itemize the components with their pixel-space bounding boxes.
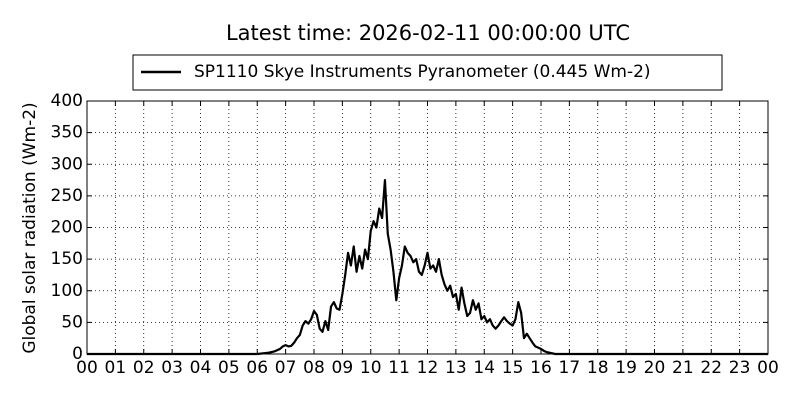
legend-label: SP1110 Skye Instruments Pyranometer (0.4…	[194, 62, 651, 82]
data-line	[87, 178, 768, 356]
x-tick-label: 01	[105, 358, 127, 378]
x-tick-label: 14	[473, 358, 495, 378]
y-tick-label: 100	[51, 281, 83, 301]
x-tick-label: 19	[615, 358, 637, 378]
x-tick-label: 10	[360, 358, 382, 378]
x-tick-label: 05	[218, 358, 240, 378]
x-tick-label: 11	[388, 358, 410, 378]
x-tick-label: 00	[757, 358, 779, 378]
x-tick-label: 22	[700, 358, 722, 378]
x-tick-label: 09	[332, 358, 354, 378]
y-tick-label: 350	[51, 123, 83, 143]
x-tick-label: 03	[161, 358, 183, 378]
x-tick-label: 12	[417, 358, 439, 378]
y-tick-label: 200	[51, 218, 83, 238]
x-tick-label: 13	[445, 358, 467, 378]
y-tick-label: 0	[72, 344, 83, 364]
x-tick-label: 18	[587, 358, 609, 378]
x-tick-label: 08	[303, 358, 325, 378]
x-tick-label: 04	[190, 358, 212, 378]
x-tick-label: 16	[530, 358, 552, 378]
x-tick-label: 15	[502, 358, 524, 378]
x-tick-label: 20	[644, 358, 666, 378]
y-tick-label: 400	[51, 91, 83, 111]
y-axis-label: Global solar radiation (Wm-2)	[20, 102, 40, 353]
x-tick-label: 07	[275, 358, 297, 378]
legend-box	[132, 54, 723, 91]
plot-frame	[86, 100, 769, 355]
chart-title: Latest time: 2026-02-11 00:00:00 UTC	[226, 21, 630, 45]
x-tick-label: 02	[133, 358, 155, 378]
y-tick-label: 150	[51, 249, 83, 269]
x-tick-label: 23	[729, 358, 751, 378]
x-tick-label: 17	[559, 358, 581, 378]
y-tick-label: 300	[51, 154, 83, 174]
x-tick-label: 21	[672, 358, 694, 378]
x-tick-label: 06	[246, 358, 268, 378]
y-tick-label: 50	[61, 312, 83, 332]
y-tick-label: 250	[51, 186, 83, 206]
x-tick-label: 00	[76, 358, 98, 378]
